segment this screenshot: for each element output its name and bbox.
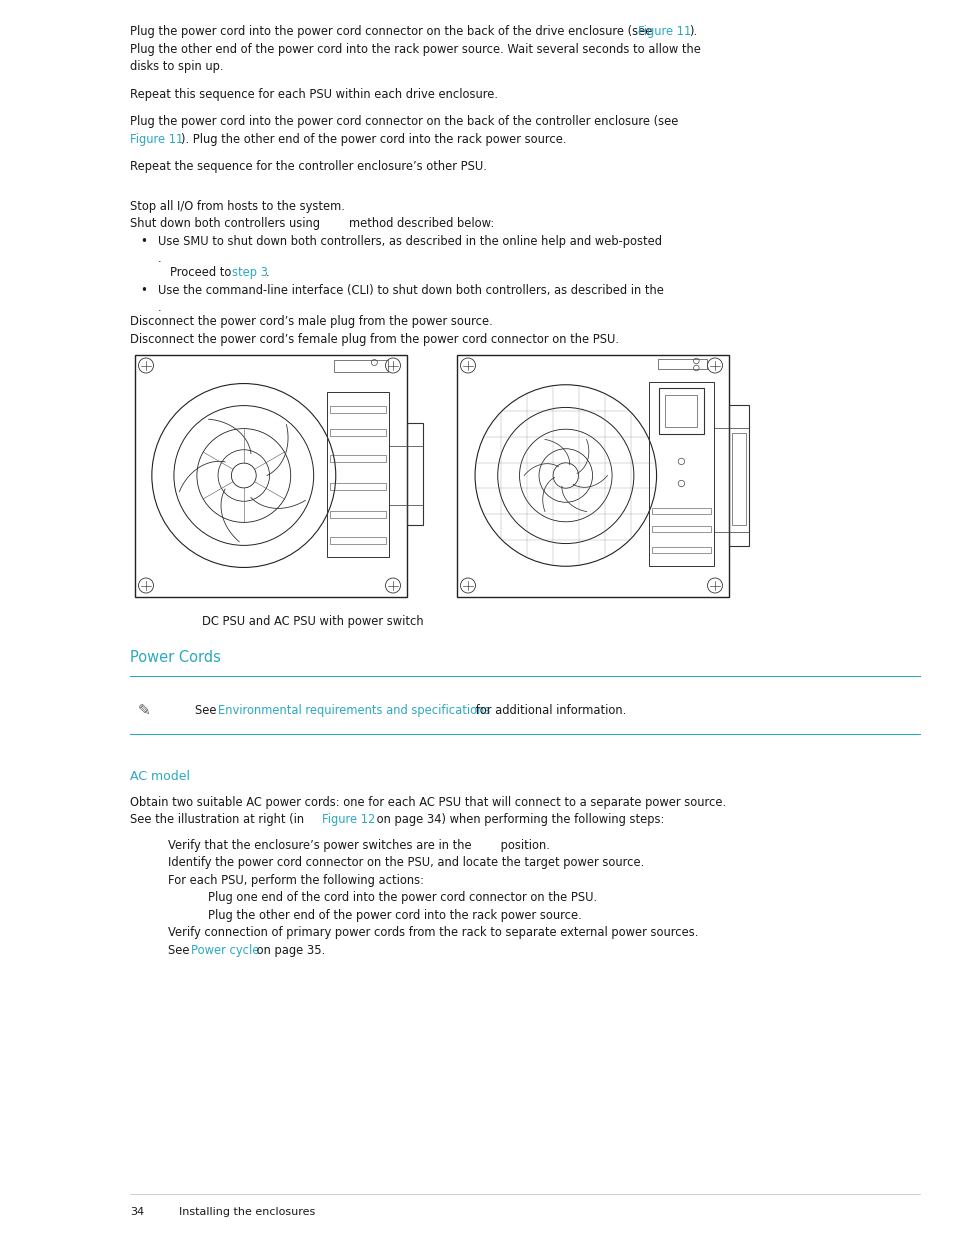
Text: Use the command-line interface (CLI) to shut down both controllers, as described: Use the command-line interface (CLI) to …: [158, 284, 663, 296]
Bar: [658, 388, 703, 433]
Bar: [330, 511, 386, 517]
Bar: [330, 429, 386, 436]
Bar: [658, 358, 706, 368]
Text: See: See: [194, 704, 220, 716]
Bar: [648, 383, 713, 567]
Text: Plug the other end of the power cord into the rack power source.: Plug the other end of the power cord int…: [208, 909, 581, 921]
Text: See the illustration at right (in: See the illustration at right (in: [130, 813, 308, 826]
Text: Power cycle: Power cycle: [191, 944, 258, 956]
Text: Identify the power cord connector on the PSU, and locate the target power source: Identify the power cord connector on the…: [168, 856, 643, 869]
Bar: [330, 483, 386, 490]
Text: .: .: [158, 301, 161, 314]
Text: Installing the enclosures: Installing the enclosures: [165, 1207, 314, 1216]
Text: See: See: [168, 944, 193, 956]
Text: Figure 12: Figure 12: [321, 813, 375, 826]
Text: •: •: [140, 235, 147, 247]
Bar: [334, 359, 388, 372]
Text: Stop all I/O from hosts to the system.: Stop all I/O from hosts to the system.: [130, 200, 345, 212]
Text: Environmental requirements and specifications: Environmental requirements and specifica…: [217, 704, 490, 716]
Bar: [330, 405, 386, 412]
Text: Obtain two suitable AC power cords: one for each AC PSU that will connect to a s: Obtain two suitable AC power cords: one …: [130, 795, 725, 809]
Text: Plug the power cord into the power cord connector on the back of the drive enclo: Plug the power cord into the power cord …: [130, 25, 656, 38]
Bar: [651, 526, 710, 532]
Bar: [330, 537, 386, 545]
Text: DC PSU and AC PSU with power switch: DC PSU and AC PSU with power switch: [202, 615, 423, 627]
Text: Plug the power cord into the power cord connector on the back of the controller : Plug the power cord into the power cord …: [130, 115, 678, 128]
Text: Repeat the sequence for the controller enclosure’s other PSU.: Repeat the sequence for the controller e…: [130, 161, 486, 173]
Text: step 3: step 3: [232, 266, 268, 279]
Text: disks to spin up.: disks to spin up.: [130, 61, 223, 73]
Bar: [651, 508, 710, 514]
Bar: [327, 391, 389, 557]
Bar: [731, 433, 745, 525]
Text: ). Plug the other end of the power cord into the rack power source.: ). Plug the other end of the power cord …: [181, 132, 566, 146]
Bar: [135, 354, 407, 597]
Text: •: •: [140, 284, 147, 296]
Text: ).: ).: [688, 25, 696, 38]
Text: .: .: [158, 252, 161, 266]
Text: Proceed to: Proceed to: [170, 266, 234, 279]
Text: For each PSU, perform the following actions:: For each PSU, perform the following acti…: [168, 873, 423, 887]
Text: Verify connection of primary power cords from the rack to separate external powe: Verify connection of primary power cords…: [168, 926, 698, 939]
Bar: [664, 395, 697, 426]
Text: Figure 11: Figure 11: [638, 25, 691, 38]
Bar: [456, 354, 728, 597]
Text: .: .: [266, 266, 270, 279]
Text: Verify that the enclosure’s power switches are in the        position.: Verify that the enclosure’s power switch…: [168, 839, 549, 851]
Text: AC model: AC model: [130, 769, 190, 783]
Text: Shut down both controllers using        method described below:: Shut down both controllers using method …: [130, 217, 494, 230]
Bar: [330, 454, 386, 462]
Text: Plug one end of the cord into the power cord connector on the PSU.: Plug one end of the cord into the power …: [208, 890, 597, 904]
Text: Power Cords: Power Cords: [130, 650, 221, 664]
Text: Disconnect the power cord’s male plug from the power source.: Disconnect the power cord’s male plug fr…: [130, 315, 493, 329]
Text: Repeat this sequence for each PSU within each drive enclosure.: Repeat this sequence for each PSU within…: [130, 88, 497, 100]
Text: 34: 34: [130, 1207, 144, 1216]
Text: on page 35.: on page 35.: [253, 944, 325, 956]
Bar: [407, 424, 422, 525]
Text: for additional information.: for additional information.: [471, 704, 625, 716]
Text: ✎: ✎: [138, 704, 151, 719]
Text: on page 34) when performing the following steps:: on page 34) when performing the followin…: [373, 813, 663, 826]
Text: Plug the other end of the power cord into the rack power source. Wait several se: Plug the other end of the power cord int…: [130, 42, 700, 56]
Text: Use SMU to shut down both controllers, as described in the online help and web-p: Use SMU to shut down both controllers, a…: [158, 235, 661, 247]
Text: Figure 11: Figure 11: [130, 132, 183, 146]
Bar: [728, 405, 748, 546]
Text: Disconnect the power cord’s female plug from the power cord connector on the PSU: Disconnect the power cord’s female plug …: [130, 332, 618, 346]
Bar: [651, 547, 710, 552]
